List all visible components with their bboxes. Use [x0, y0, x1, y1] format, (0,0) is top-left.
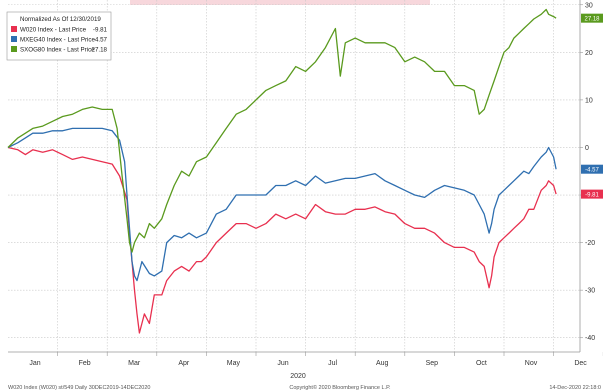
legend: Normalized As Of 12/30/2019 W020 Index -… [6, 11, 112, 61]
x-tick-label: Jul [328, 360, 337, 367]
y-tick-label: 30 [585, 2, 593, 9]
legend-title: Normalized As Of 12/30/2019 [20, 16, 101, 23]
end-label-box [581, 189, 603, 199]
series-line-2 [7, 8, 557, 253]
end-label-0: -9.81 [581, 189, 603, 199]
x-tick-label: Aug [376, 360, 389, 367]
legend-label-w020: W020 Index - Last Price [20, 27, 87, 34]
end-label-value: 27.18 [584, 16, 600, 22]
series-line-0 [7, 146, 557, 334]
x-tick-label: Mar [128, 360, 141, 367]
end-label-box [581, 13, 603, 23]
y-tick-label: 0 [585, 145, 589, 152]
legend-value-w020: -9.81 [93, 27, 108, 34]
legend-swatch-w020 [11, 26, 17, 32]
x-tick-label: Jun [277, 360, 288, 367]
y-gridlines [8, 4, 580, 339]
x-tick-label: Apr [178, 360, 190, 367]
legend-label-sxog80: SXOG80 Index - Last Price [20, 47, 95, 54]
x-tick-label: Sep [426, 360, 439, 367]
series-line-1 [7, 127, 557, 282]
x-tick-label: Oct [476, 360, 487, 367]
x-axis-ticks: Jan Feb Mar Apr May Jun Jul Aug Sep Oct Nov Dec [29, 352, 603, 367]
legend-value-mxeg40: -4.57 [93, 37, 108, 44]
footer-source: W020 Index (W020) st/549 Daily 30DEC2019… [8, 385, 150, 391]
footer-copyright: Copyright© 2020 Bloomberg Finance L.P. [289, 384, 391, 391]
y-tick-label: -40 [585, 335, 595, 342]
x-tick-label: Dec [574, 360, 587, 367]
y-tick-label: 10 [585, 97, 593, 104]
end-label-1: -4.57 [581, 164, 603, 174]
y-tick-label: 20 [585, 50, 593, 57]
x-tick-label: Jan [29, 360, 40, 367]
end-label-value: -4.57 [585, 167, 599, 173]
series-end-labels: -9.81 -4.57 27.18 [581, 13, 603, 199]
legend-swatch-mxeg40 [11, 36, 17, 42]
x-tick-label: Nov [525, 360, 538, 367]
x-tick-label: Feb [79, 360, 91, 367]
series-lines [7, 8, 557, 334]
end-label-value: -9.81 [585, 192, 599, 198]
y-tick-label: -30 [585, 288, 595, 295]
x-tick-label: May [227, 360, 241, 367]
clipped-title [130, 0, 430, 5]
legend-box [6, 11, 112, 61]
y-tick-label: -20 [585, 240, 595, 247]
end-label-2: 27.18 [581, 13, 603, 23]
end-label-box [581, 164, 603, 174]
legend-value-sxog80: 27.18 [92, 47, 108, 54]
x-axis-year: 2020 [290, 373, 306, 380]
legend-swatch-sxog80 [11, 46, 17, 52]
legend-label-mxeg40: MXEG40 Index - Last Price [20, 37, 96, 44]
footer-timestamp: 14-Dec-2020 22:18:0 [549, 385, 601, 391]
